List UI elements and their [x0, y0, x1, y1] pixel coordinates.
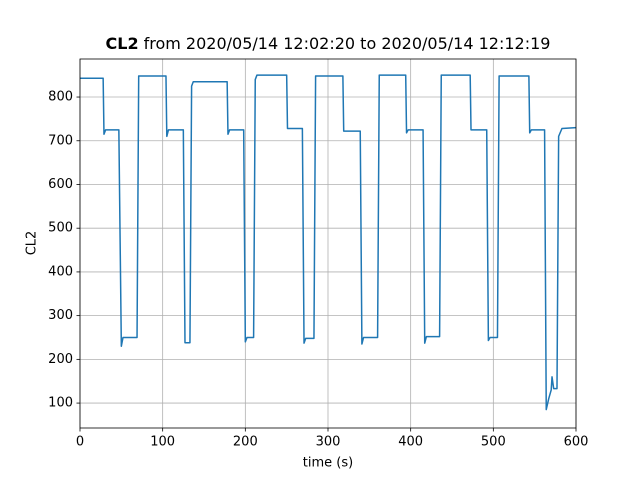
y-tick-label: 300 — [48, 308, 73, 323]
x-tick-label: 200 — [233, 435, 258, 450]
x-axis-label: time (s) — [303, 456, 353, 471]
x-tick-label: 0 — [76, 435, 84, 450]
title-variable: CL2 — [106, 34, 139, 53]
y-axis-label: CL2 — [25, 231, 40, 256]
y-tick-label: 500 — [48, 221, 73, 236]
x-tick-label: 100 — [150, 435, 175, 450]
chart-title: CL2 from 2020/05/14 12:02:20 to 2020/05/1… — [106, 34, 551, 53]
title-range: from 2020/05/14 12:02:20 to 2020/05/14 1… — [144, 34, 551, 53]
y-tick-label: 700 — [48, 133, 73, 148]
y-tick-label: 600 — [48, 177, 73, 192]
plot-area: 0 100 200 300 400 500 600 100 200 300 400 500 600 700… — [48, 58, 589, 450]
y-tick-label: 400 — [48, 264, 73, 279]
y-tick-label: 200 — [48, 352, 73, 367]
x-tick-label: 300 — [316, 435, 341, 450]
x-tick-label: 500 — [481, 435, 506, 450]
x-tick-label: 400 — [398, 435, 423, 450]
axes-frame — [79, 58, 577, 429]
y-tick-label: 100 — [48, 396, 73, 411]
x-tick-label: 600 — [564, 435, 589, 450]
data-line — [80, 74, 577, 411]
y-tick-label: 800 — [48, 90, 73, 105]
